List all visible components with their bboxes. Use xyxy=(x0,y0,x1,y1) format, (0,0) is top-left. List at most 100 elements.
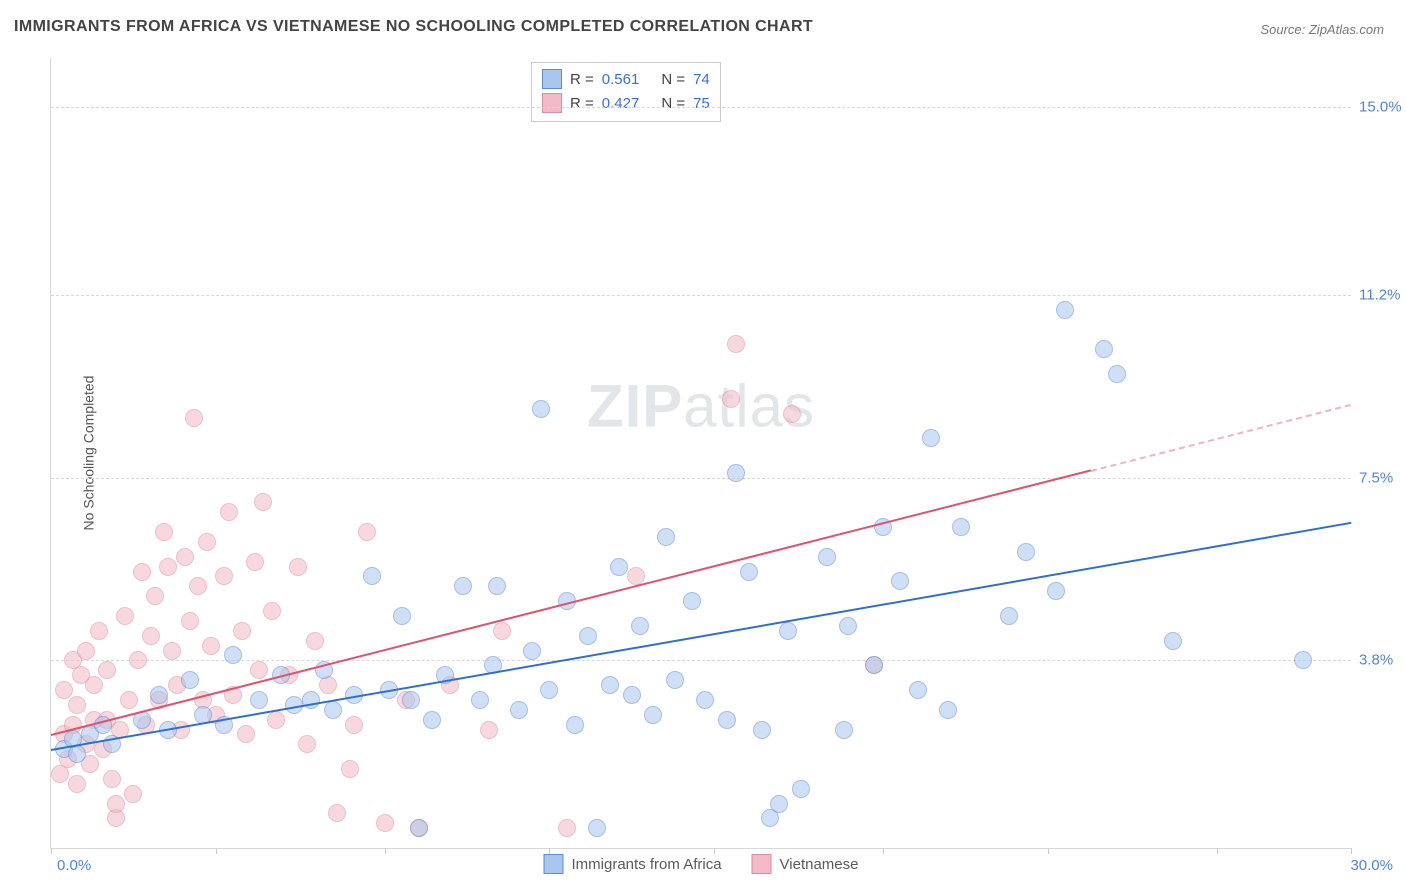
data-point xyxy=(779,622,797,640)
data-point xyxy=(358,523,376,541)
data-point xyxy=(835,721,853,739)
data-point xyxy=(696,691,714,709)
source-attribution: Source: ZipAtlas.com xyxy=(1260,22,1384,37)
data-point xyxy=(393,607,411,625)
data-point xyxy=(610,558,628,576)
data-point xyxy=(133,563,151,581)
watermark-bold: ZIP xyxy=(587,372,683,439)
data-point xyxy=(939,701,957,719)
data-point xyxy=(631,617,649,635)
data-point xyxy=(579,627,597,645)
data-point xyxy=(792,780,810,798)
data-point xyxy=(198,533,216,551)
x-tick xyxy=(714,848,715,854)
data-point xyxy=(120,691,138,709)
data-point xyxy=(68,745,86,763)
data-point xyxy=(532,400,550,418)
data-point xyxy=(1095,340,1113,358)
data-point xyxy=(363,567,381,585)
data-point xyxy=(181,612,199,630)
data-point xyxy=(601,676,619,694)
data-point xyxy=(523,642,541,660)
x-tick xyxy=(883,848,884,854)
data-point xyxy=(324,701,342,719)
watermark: ZIPatlas xyxy=(587,371,815,440)
data-point xyxy=(1164,632,1182,650)
data-point xyxy=(722,390,740,408)
data-point xyxy=(237,725,255,743)
data-point xyxy=(146,587,164,605)
x-tick xyxy=(549,848,550,854)
data-point xyxy=(909,681,927,699)
data-point xyxy=(402,691,420,709)
data-point xyxy=(376,814,394,832)
x-tick xyxy=(1048,848,1049,854)
data-point xyxy=(558,819,576,837)
data-point xyxy=(345,716,363,734)
legend-label-pink: Vietnamese xyxy=(780,856,859,873)
x-axis-min-label: 0.0% xyxy=(57,857,91,874)
x-axis-max-label: 30.0% xyxy=(1350,857,1393,874)
x-tick xyxy=(216,848,217,854)
data-point xyxy=(263,602,281,620)
x-tick xyxy=(1217,848,1218,854)
data-point xyxy=(103,770,121,788)
data-point xyxy=(246,553,264,571)
source-prefix: Source: xyxy=(1260,22,1308,37)
stats-row-series-1: R = 0.561 N = 74 xyxy=(542,67,710,91)
data-point xyxy=(1047,582,1065,600)
data-point xyxy=(666,671,684,689)
data-point xyxy=(233,622,251,640)
n-label: N = xyxy=(661,71,685,88)
data-point xyxy=(176,548,194,566)
data-point xyxy=(839,617,857,635)
data-point xyxy=(215,567,233,585)
data-point xyxy=(783,405,801,423)
data-point xyxy=(922,429,940,447)
data-point xyxy=(891,572,909,590)
data-point xyxy=(250,661,268,679)
data-point xyxy=(488,577,506,595)
data-point xyxy=(116,607,134,625)
data-point xyxy=(865,656,883,674)
legend-item-blue: Immigrants from Africa xyxy=(544,854,722,874)
data-point xyxy=(129,651,147,669)
data-point xyxy=(224,646,242,664)
data-point xyxy=(306,632,324,650)
y-axis-title: No Schooling Completed xyxy=(80,376,96,531)
trend-line-dashed xyxy=(1091,404,1351,472)
gridline xyxy=(51,295,1351,296)
data-point xyxy=(683,592,701,610)
data-point xyxy=(644,706,662,724)
data-point xyxy=(1108,365,1126,383)
data-point xyxy=(163,642,181,660)
x-tick xyxy=(1351,848,1352,854)
data-point xyxy=(493,622,511,640)
gridline xyxy=(51,660,1351,661)
data-point xyxy=(68,696,86,714)
data-point xyxy=(77,642,95,660)
data-point xyxy=(185,409,203,427)
x-tick xyxy=(385,848,386,854)
data-point xyxy=(657,528,675,546)
data-point xyxy=(753,721,771,739)
data-point xyxy=(727,464,745,482)
data-point xyxy=(298,735,316,753)
r-label: R = xyxy=(570,71,594,88)
data-point xyxy=(952,518,970,536)
data-point xyxy=(124,785,142,803)
gridline xyxy=(51,478,1351,479)
r-value-blue: 0.561 xyxy=(602,71,640,88)
data-point xyxy=(189,577,207,595)
data-point xyxy=(1000,607,1018,625)
chart-title: IMMIGRANTS FROM AFRICA VS VIETNAMESE NO … xyxy=(14,18,813,36)
legend-swatch-pink xyxy=(752,854,772,874)
data-point xyxy=(423,711,441,729)
legend-swatch-blue xyxy=(544,854,564,874)
stats-swatch-pink xyxy=(542,93,562,113)
n-value-blue: 74 xyxy=(693,71,710,88)
data-point xyxy=(1056,301,1074,319)
source-name: ZipAtlas.com xyxy=(1309,22,1384,37)
n-label: N = xyxy=(661,95,685,112)
y-tick-label: 7.5% xyxy=(1359,469,1393,486)
